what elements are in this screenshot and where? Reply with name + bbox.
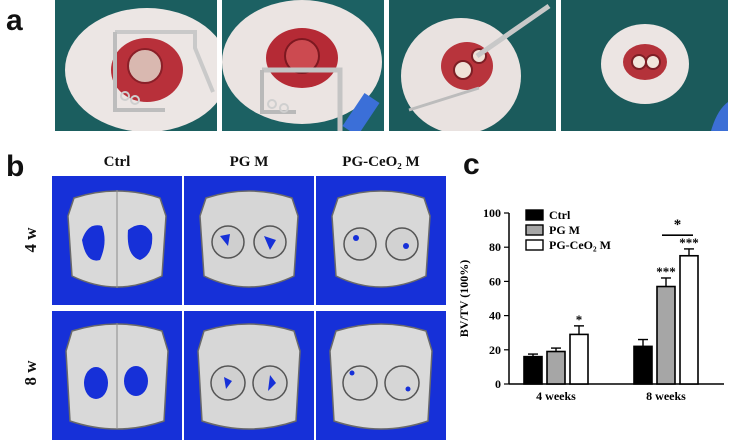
bar: [633, 345, 653, 385]
x-tick-label: 8 weeks: [646, 389, 686, 403]
bar: [523, 355, 543, 385]
surgery-photo-3: [389, 0, 556, 131]
significance-bracket-label: *: [674, 217, 682, 233]
column-header-pg-m: PG M: [229, 154, 269, 170]
y-tick-label: 100: [483, 206, 501, 220]
legend-swatch: [525, 209, 544, 221]
x-tick-label: 4 weeks: [536, 389, 576, 403]
y-tick-label: 0: [495, 377, 501, 391]
column-header-pg-ceo2-m: PG-CeO₂ M: [342, 154, 420, 170]
y-tick-label: 40: [489, 309, 501, 323]
panel-label-a: a: [6, 4, 23, 37]
significance-stars: ***: [656, 264, 676, 279]
row-header-4w: 4 w: [21, 227, 40, 253]
bar: [679, 254, 699, 385]
bar: [656, 285, 676, 385]
surgery-photo-1: [55, 0, 217, 131]
bar: [569, 333, 589, 385]
legend-label: PG M: [549, 223, 580, 237]
legend-swatch: [525, 224, 544, 236]
column-header-ctrl: Ctrl: [103, 154, 131, 170]
significance-stars: *: [576, 312, 583, 327]
y-axis-label: BV/TV (100%): [457, 260, 471, 337]
microct-ctrl-4w: [52, 176, 182, 305]
y-tick-label: 20: [489, 343, 501, 357]
row-header-8w: 8 w: [21, 360, 40, 386]
bar: [546, 350, 566, 385]
panel-label-b: b: [6, 150, 25, 183]
surgery-photo-4: [561, 0, 728, 131]
microct-pgm-8w: [184, 311, 314, 440]
surgery-photo-2: [222, 0, 384, 131]
microct-pgceo2m-4w: [316, 176, 446, 305]
legend-label: Ctrl: [549, 208, 571, 222]
microct-pgm-4w: [184, 176, 314, 305]
bvtv-bar-chart: 0 20 40 60 80 100 BV/TV (100%) * 4 weeks ****** 8 …: [457, 206, 724, 403]
legend-swatch: [525, 239, 544, 251]
panel-label-c: c: [463, 148, 480, 181]
microct-ctrl-8w: [52, 311, 182, 440]
microct-pgceo2m-8w: [316, 311, 446, 440]
legend-label: PG-CeO₂ M: [549, 238, 611, 252]
y-tick-label: 60: [489, 274, 501, 288]
significance-stars: ***: [679, 235, 699, 250]
y-tick-label: 80: [489, 240, 501, 254]
